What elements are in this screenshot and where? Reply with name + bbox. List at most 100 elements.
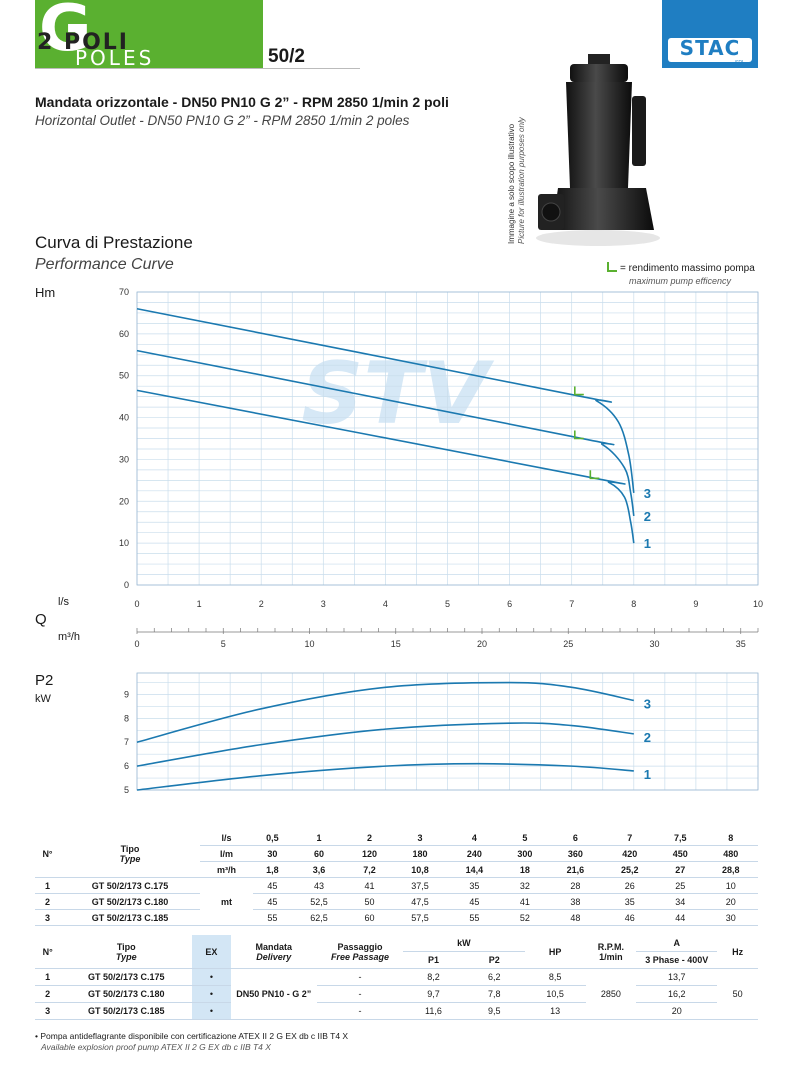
x-tick-label: 5 xyxy=(445,599,450,609)
q-tick-label: 35 xyxy=(736,639,746,649)
y-tick-label: 40 xyxy=(119,413,129,423)
p2-tick-label: 9 xyxy=(124,689,129,699)
col-n: N° xyxy=(35,830,60,878)
watermark: STV xyxy=(301,344,495,444)
row-passage: - xyxy=(316,968,404,986)
t1-m3h: 28,8 xyxy=(703,861,758,878)
row-passage: - xyxy=(316,985,404,1003)
t1-ls: 0,5 xyxy=(253,830,292,846)
col-a-sub: 3 Phase - 400V xyxy=(636,951,718,969)
t1-lm: 300 xyxy=(501,845,549,862)
p2-curve-1 xyxy=(136,762,634,791)
atex-note-en: Available explosion proof pump ATEX II 2… xyxy=(41,1042,271,1052)
row-value: 52 xyxy=(501,909,549,926)
q-tick-label: 25 xyxy=(563,639,573,649)
p2-axis-unit: kW xyxy=(35,693,52,705)
performance-table: N° Tipo Type l/s 0,5 1 2 3 4 5 6 7 7,5 8… xyxy=(35,830,758,926)
row-value: 55 xyxy=(253,909,292,926)
head-curve-1 xyxy=(136,389,635,544)
pump-illustration xyxy=(536,54,660,246)
row-value: 37,5 xyxy=(392,877,448,894)
p2-tick-label: 7 xyxy=(124,737,129,747)
t1-m3h: 1,8 xyxy=(253,861,292,878)
p2-tick-label: 8 xyxy=(124,713,129,723)
row-n: 3 xyxy=(35,1002,61,1020)
row-value: 25 xyxy=(656,877,704,894)
bep-marker-1 xyxy=(589,470,600,480)
hz-value: 50 xyxy=(717,968,758,1020)
col-rpm: R.P.M. xyxy=(597,941,625,952)
table-row: 3 GT 50/2/173 C.185 55 62,5 60 57,5 55 5… xyxy=(35,909,758,926)
t1-ls: 7 xyxy=(602,830,657,846)
row-value: 34 xyxy=(656,893,704,910)
col-type: Tipo Type xyxy=(60,830,200,878)
t1-lm: 180 xyxy=(392,845,448,862)
t1-m3h: 14,4 xyxy=(447,861,502,878)
table-row: 1 GT 50/2/173 C.175 • DN50 PN10 - G 2” -… xyxy=(35,968,758,1020)
row-model: GT 50/2/173 C.175 xyxy=(60,968,193,986)
row-value: 41 xyxy=(501,893,549,910)
t1-m3h: 18 xyxy=(501,861,549,878)
row-value: 45 xyxy=(253,877,292,894)
row-ex: • xyxy=(192,968,231,986)
col-hz: Hz xyxy=(717,935,758,969)
col-a: A xyxy=(636,935,718,952)
page-title: Mandata orizzontale - DN50 PN10 G 2” - R… xyxy=(35,94,449,110)
unit-lm: l/m xyxy=(200,845,253,862)
col-p1: P1 xyxy=(403,951,464,969)
brand-name: STAC xyxy=(679,36,741,60)
t1-lm: 120 xyxy=(346,845,393,862)
row-p2: 9,5 xyxy=(463,1002,525,1020)
t1-m3h: 25,2 xyxy=(602,861,657,878)
row-hp: 10,5 xyxy=(524,985,586,1003)
row-model: GT 50/2/173 C.175 xyxy=(60,877,200,894)
row-a: 20 xyxy=(636,1002,718,1020)
row-hp: 8,5 xyxy=(524,968,586,986)
t1-m3h: 3,6 xyxy=(291,861,347,878)
t1-lm: 360 xyxy=(548,845,603,862)
q-tick-label: 30 xyxy=(649,639,659,649)
x-tick-label: 2 xyxy=(259,599,264,609)
col-tipo: Tipo xyxy=(120,843,140,854)
col-kw: kW xyxy=(403,935,525,952)
row-n: 3 xyxy=(35,909,60,926)
t1-m3h: 27 xyxy=(656,861,704,878)
t1-ls: 6 xyxy=(548,830,603,846)
table-row: 2 GT 50/2/173 C.180 45 52,5 50 47,5 45 4… xyxy=(35,893,758,910)
bep-marker-3 xyxy=(574,386,584,396)
x-tick-label: 1 xyxy=(197,599,202,609)
col-p2: P2 xyxy=(463,951,525,969)
unit-mt: mt xyxy=(200,877,253,926)
row-a: 13,7 xyxy=(636,968,718,986)
col-n: N° xyxy=(35,935,61,969)
col-tipo: Tipo xyxy=(116,941,136,952)
curve-label-2: 2 xyxy=(644,509,651,524)
row-a: 16,2 xyxy=(636,985,718,1003)
q-tick-label: 0 xyxy=(134,639,139,649)
rpm-value: 2850 xyxy=(585,968,637,1020)
bep-marker-2 xyxy=(574,430,584,440)
row-value: 10 xyxy=(703,877,758,894)
unit-m3h: m³/h xyxy=(200,861,253,878)
row-value: 38 xyxy=(548,893,603,910)
row-value: 55 xyxy=(447,909,502,926)
q-axis-title: Q xyxy=(35,611,47,628)
y-tick-label: 10 xyxy=(119,538,129,548)
t1-m3h: 10,8 xyxy=(392,861,448,878)
p2-curve-label-3: 3 xyxy=(644,696,651,711)
row-value: 47,5 xyxy=(392,893,448,910)
p2-frame xyxy=(136,672,759,791)
head-curve-2 xyxy=(136,349,635,517)
col-rpm-group: R.P.M. 1/min xyxy=(585,935,637,969)
row-value: 35 xyxy=(602,893,657,910)
t1-ls: 7,5 xyxy=(656,830,704,846)
p2-tick-label: 6 xyxy=(124,761,129,771)
row-value: 32 xyxy=(501,877,549,894)
row-value: 57,5 xyxy=(392,909,448,926)
p2-curve-2 xyxy=(136,722,634,767)
flow-axis: 0 5 10 15 20 25 30 35 Qm³/h xyxy=(35,611,759,649)
x-tick-label: 6 xyxy=(507,599,512,609)
row-p1: 8,2 xyxy=(403,968,464,986)
brand-logo: STAC SRL xyxy=(662,0,758,68)
col-type-en: Type xyxy=(115,951,137,962)
